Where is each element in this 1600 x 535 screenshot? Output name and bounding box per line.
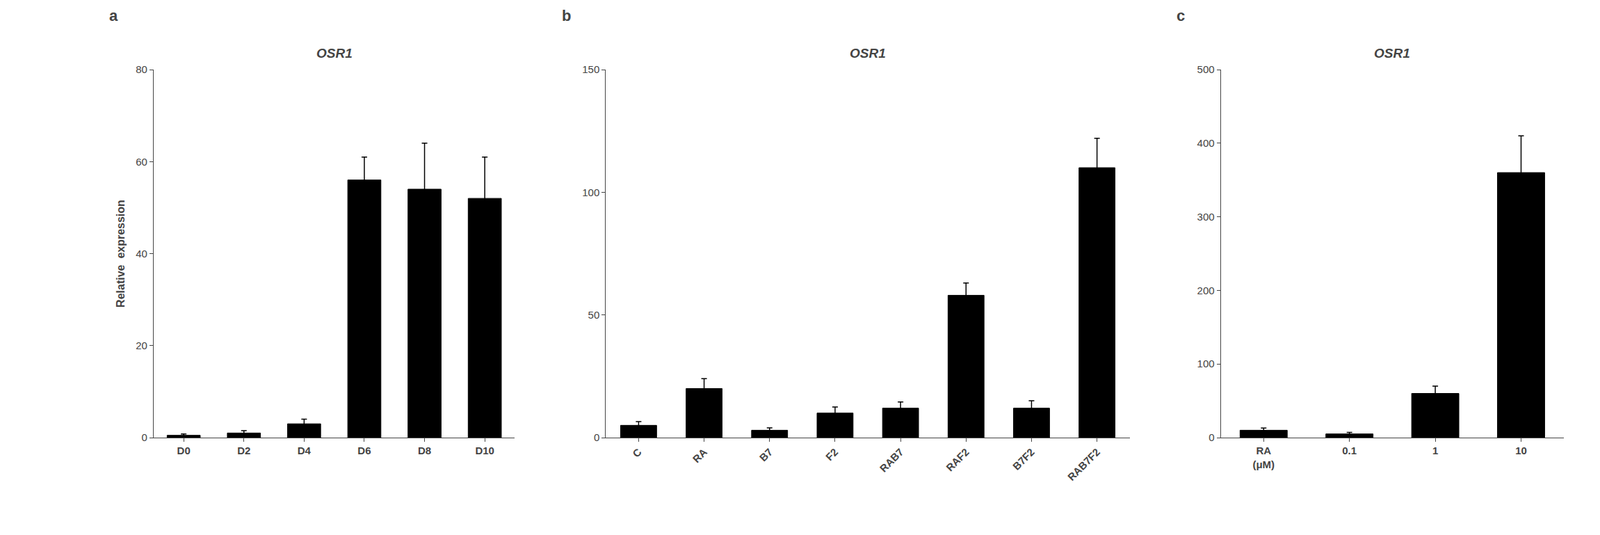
svg-text:RAF2: RAF2 (943, 445, 972, 474)
svg-text:D10: D10 (474, 444, 495, 457)
svg-text:40: 40 (135, 247, 148, 260)
svg-text:OSR1: OSR1 (849, 45, 886, 61)
svg-text:500: 500 (1197, 63, 1215, 76)
svg-text:a: a (109, 6, 119, 25)
svg-text:D6: D6 (357, 444, 371, 457)
svg-text:10: 10 (1515, 444, 1527, 457)
svg-text:D0: D0 (177, 444, 191, 457)
svg-text:0: 0 (1208, 431, 1215, 443)
svg-text:RAB7F2: RAB7F2 (1065, 445, 1103, 483)
svg-text:B7F2: B7F2 (1010, 445, 1037, 473)
svg-text:0.1: 0.1 (1342, 444, 1357, 457)
svg-text:D8: D8 (417, 444, 432, 457)
svg-text:300: 300 (1197, 210, 1215, 223)
svg-text:80: 80 (135, 63, 148, 76)
svg-text:Relative expression: Relative expression (114, 199, 127, 308)
svg-text:200: 200 (1197, 284, 1215, 297)
svg-text:0: 0 (141, 431, 148, 443)
svg-text:RA(μM): RA(μM) (1252, 444, 1275, 471)
svg-text:50: 50 (588, 308, 601, 321)
svg-text:D4: D4 (297, 444, 312, 457)
svg-text:c: c (1176, 6, 1185, 25)
svg-text:B7: B7 (757, 445, 776, 464)
svg-text:20: 20 (135, 339, 148, 352)
svg-text:150: 150 (582, 63, 600, 76)
svg-text:D2: D2 (237, 444, 251, 457)
svg-text:1: 1 (1432, 444, 1438, 457)
svg-text:400: 400 (1197, 136, 1215, 149)
svg-text:RA: RA (690, 445, 710, 465)
svg-text:C: C (629, 445, 644, 460)
svg-text:F2: F2 (823, 445, 840, 463)
svg-text:b: b (561, 6, 571, 25)
svg-text:0: 0 (593, 431, 600, 443)
svg-text:100: 100 (1197, 357, 1215, 370)
svg-text:OSR1: OSR1 (1374, 45, 1411, 61)
svg-text:100: 100 (582, 186, 600, 199)
svg-text:60: 60 (135, 155, 148, 168)
svg-text:OSR1: OSR1 (316, 45, 353, 61)
svg-text:RAB7: RAB7 (877, 445, 907, 475)
